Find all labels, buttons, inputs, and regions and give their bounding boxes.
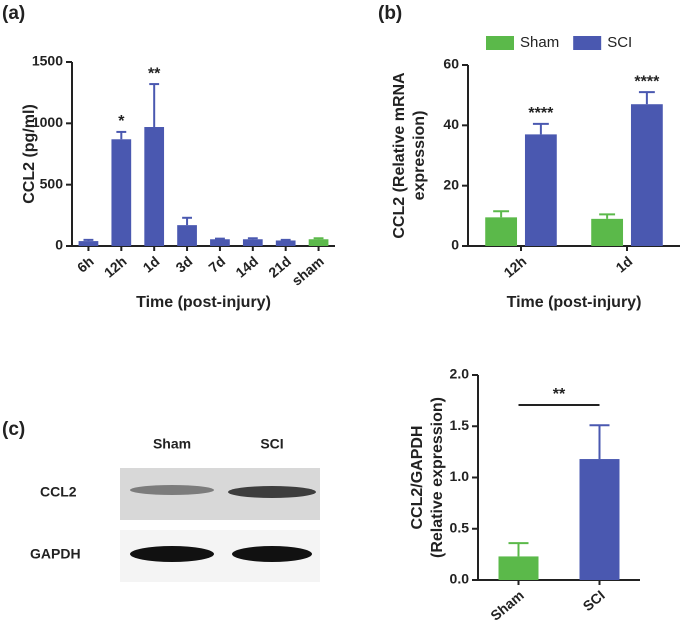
bar — [210, 239, 230, 246]
blot-column: SCI — [260, 436, 283, 452]
significance-label: ** — [148, 65, 161, 82]
y-tick-label: 1.5 — [450, 417, 470, 433]
significance-label: ** — [553, 386, 566, 403]
blot-column: Sham — [153, 436, 191, 452]
x-tick-label: 14d — [232, 253, 261, 281]
panel-label: (a) — [2, 3, 25, 24]
bar — [579, 459, 620, 580]
bar — [144, 127, 165, 246]
y-axis-label: CCL2 (pg/ml) — [21, 104, 38, 204]
x-tick-label: 6h — [74, 253, 97, 276]
bar — [524, 134, 557, 246]
y-tick-label: 60 — [443, 56, 459, 72]
bar — [591, 218, 624, 246]
blot-band — [130, 546, 214, 562]
y-axis-label: expression) — [411, 111, 428, 201]
y-tick-label: 500 — [40, 175, 64, 191]
y-tick-label: 0 — [451, 237, 459, 253]
y-tick-label: 0.0 — [450, 571, 470, 587]
x-tick-label: 1d — [140, 253, 163, 276]
y-tick-label: 20 — [443, 176, 459, 192]
bar — [485, 217, 518, 246]
x-tick-label: Sham — [487, 587, 526, 624]
blot-row: CCL2 — [40, 484, 77, 500]
bar — [275, 240, 296, 246]
y-axis-label: (Relative expression) — [429, 397, 446, 558]
x-axis-label: Time (post-injury) — [136, 294, 271, 311]
blot-band — [130, 485, 214, 495]
bar — [242, 239, 263, 246]
y-axis-label: CCL2/GAPDH — [409, 425, 426, 529]
y-tick-label: 1000 — [32, 114, 63, 130]
panel-label: (b) — [378, 3, 402, 24]
legend-label: SCI — [607, 34, 632, 51]
bar — [177, 225, 197, 246]
y-tick-label: 0 — [55, 237, 63, 253]
legend-swatch — [573, 36, 602, 50]
x-tick-label: 3d — [173, 253, 196, 276]
legend-label: Sham — [520, 34, 559, 51]
y-tick-label: 40 — [443, 116, 459, 132]
bar — [498, 556, 539, 580]
x-tick-label: 12h — [101, 253, 130, 281]
significance-label: **** — [634, 73, 660, 90]
western-blot: Sham SCI CCL2 GAPDH — [30, 436, 320, 582]
bar — [308, 239, 329, 246]
x-tick-label: 12h — [501, 253, 530, 281]
blot-band — [232, 546, 312, 562]
y-tick-label: 1500 — [32, 53, 63, 69]
significance-label: * — [118, 113, 125, 130]
y-axis-label: CCL2 (Relative mRNA — [391, 72, 408, 239]
x-axis-label: Time (post-injury) — [507, 294, 642, 311]
significance-label: **** — [528, 105, 554, 122]
x-tick-label: 1d — [613, 253, 636, 276]
x-tick-label: 7d — [205, 253, 228, 276]
y-tick-label: 0.5 — [450, 519, 470, 535]
bar — [78, 241, 99, 246]
x-tick-label: sham — [289, 253, 327, 289]
x-tick-label: SCI — [580, 587, 608, 614]
bar — [630, 104, 663, 246]
panel-label: (c) — [2, 419, 25, 440]
bar — [111, 139, 132, 246]
blot-row: GAPDH — [30, 546, 81, 562]
y-tick-label: 1.0 — [450, 468, 470, 484]
y-tick-label: 2.0 — [450, 366, 470, 382]
blot-band — [228, 486, 316, 498]
legend-swatch — [486, 36, 514, 50]
